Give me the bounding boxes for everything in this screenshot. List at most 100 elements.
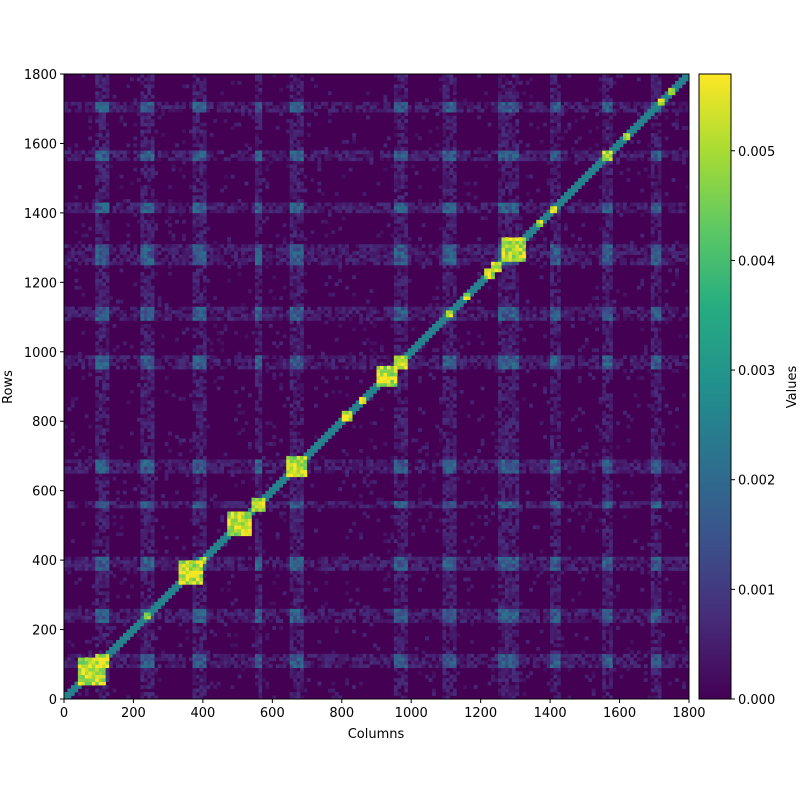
heatmap-cell	[310, 358, 315, 363]
heatmap-cell	[95, 435, 100, 439]
heatmap-cell	[300, 688, 304, 693]
heatmap-cell	[105, 539, 110, 544]
heatmap-cell	[189, 101, 193, 106]
heatmap-cell	[265, 251, 270, 255]
heatmap-cell	[293, 129, 297, 134]
heatmap-cell	[150, 303, 155, 307]
heatmap-cell	[254, 233, 259, 238]
heatmap-cell	[303, 358, 308, 363]
heatmap-cell	[286, 560, 290, 564]
heatmap-cell	[202, 459, 207, 464]
heatmap-cell	[136, 258, 141, 262]
heatmap-cell	[237, 199, 242, 203]
heatmap-cell	[98, 619, 103, 623]
heatmap-cell	[185, 560, 190, 564]
heatmap-cell	[199, 271, 204, 276]
heatmap-cell	[209, 497, 214, 502]
heatmap-cell	[216, 546, 221, 550]
heatmap-cell	[258, 678, 263, 682]
heatmap-cell	[129, 313, 134, 318]
heatmap-cell	[258, 476, 263, 481]
heatmap-cell	[296, 480, 301, 485]
heatmap-cell	[282, 237, 287, 241]
heatmap-cell	[102, 77, 106, 82]
heatmap-cell	[300, 98, 304, 103]
heatmap-cell	[154, 108, 159, 113]
heatmap-cell	[143, 653, 148, 658]
heatmap-cell	[95, 598, 100, 603]
heatmap-cell	[195, 455, 200, 460]
heatmap-cell	[102, 334, 106, 339]
heatmap-cell	[95, 612, 100, 616]
heatmap-cell	[77, 254, 82, 259]
heatmap-cell	[133, 653, 138, 658]
heatmap-cell	[293, 421, 297, 425]
heatmap-cell	[289, 226, 294, 231]
heatmap-cell	[154, 171, 159, 175]
heatmap-cell	[213, 324, 218, 328]
heatmap-cell	[300, 695, 304, 700]
heatmap-cell	[91, 567, 96, 571]
heatmap-cell	[140, 442, 145, 446]
heatmap-cell	[230, 619, 235, 623]
heatmap-cell	[136, 358, 141, 363]
heatmap-cell	[150, 667, 155, 672]
heatmap-cell	[317, 202, 322, 207]
heatmap-cell	[258, 268, 263, 273]
heatmap-cell	[202, 504, 207, 509]
heatmap-cell	[296, 303, 301, 307]
heatmap-cell	[237, 101, 242, 106]
heatmap-cell	[192, 511, 197, 516]
heatmap-cell	[237, 525, 242, 530]
heatmap-cell	[143, 521, 148, 526]
heatmap-cell	[272, 435, 277, 439]
heatmap-cell	[192, 674, 197, 679]
heatmap-cell	[296, 101, 301, 106]
heatmap-cell	[77, 101, 82, 106]
heatmap-cell	[189, 317, 193, 321]
heatmap-cell	[199, 598, 204, 603]
heatmap-cell	[154, 657, 159, 662]
heatmap-cell	[241, 258, 245, 262]
heatmap-cell	[199, 421, 204, 425]
heatmap-cell	[182, 560, 186, 564]
heatmap-cell	[150, 462, 155, 467]
heatmap-cell	[282, 223, 287, 228]
heatmap-cell	[248, 442, 252, 446]
heatmap-cell	[254, 671, 259, 675]
heatmap-cell	[296, 580, 301, 585]
heatmap-cell	[171, 205, 176, 210]
heatmap-cell	[91, 209, 96, 214]
heatmap-cell	[195, 553, 200, 557]
heatmap-cell	[199, 379, 204, 384]
heatmap-cell	[98, 285, 103, 290]
heatmap-cell	[102, 521, 106, 526]
heatmap-cell	[140, 317, 145, 321]
heatmap-cell	[164, 205, 169, 210]
heatmap-cell	[102, 525, 106, 530]
heatmap-cell	[157, 365, 162, 370]
heatmap-cell	[102, 452, 106, 457]
heatmap-cell	[98, 219, 103, 224]
heatmap-cell	[140, 667, 145, 672]
heatmap-cell	[282, 240, 287, 245]
heatmap-cell	[140, 386, 145, 391]
heatmap-cell	[164, 153, 169, 158]
heatmap-cell	[171, 150, 176, 155]
heatmap-cell	[189, 306, 193, 311]
heatmap-cell	[102, 528, 106, 533]
heatmap-cell	[220, 664, 225, 669]
heatmap-cell	[95, 445, 100, 450]
heatmap-cell	[209, 317, 214, 321]
heatmap-cell	[195, 153, 200, 158]
heatmap-cell	[136, 459, 141, 464]
heatmap-cell	[293, 153, 297, 158]
heatmap-cell	[268, 501, 273, 505]
heatmap-cell	[307, 580, 311, 585]
heatmap-cell	[195, 695, 200, 700]
heatmap-cell	[199, 414, 204, 419]
heatmap-cell	[102, 497, 106, 502]
heatmap-cell	[95, 303, 100, 307]
heatmap-cell	[254, 94, 259, 99]
heatmap-cell	[209, 462, 214, 467]
